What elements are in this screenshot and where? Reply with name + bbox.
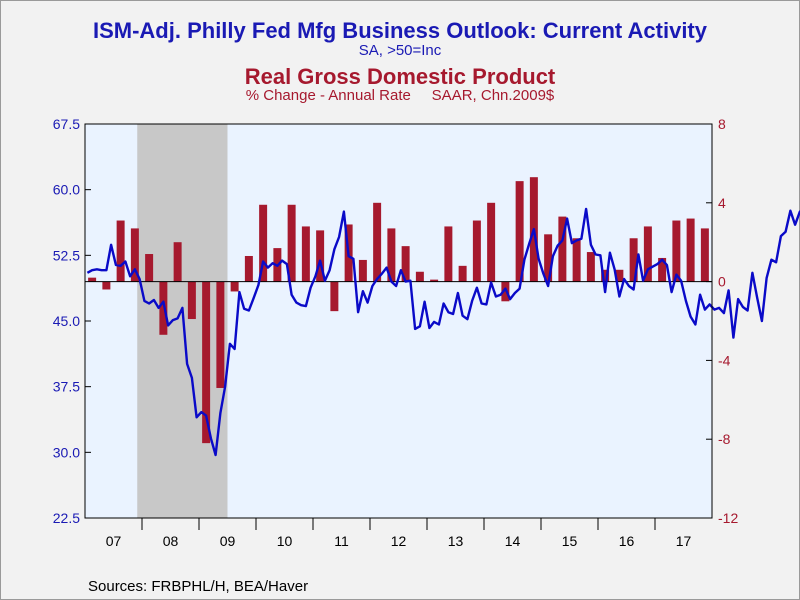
chart-title-secondary: Real Gross Domestic Product — [244, 64, 556, 89]
bar — [301, 226, 310, 282]
x-tick-label: 11 — [334, 533, 349, 549]
x-axis: 07 08 09 10 11 12 13 14 15 16 17 — [106, 518, 692, 549]
bar — [88, 277, 97, 282]
right-tick-label: -4 — [718, 352, 731, 368]
right-tick-label: -12 — [718, 510, 738, 526]
chart-subtitle-secondary: % Change - Annual Rate SAAR, Chn.2009$ — [245, 87, 555, 104]
right-tick-label: 8 — [718, 116, 726, 132]
bar — [700, 228, 709, 282]
left-tick-label: 45.0 — [53, 313, 80, 329]
right-tick-label: 4 — [718, 195, 726, 211]
left-tick-label: 52.5 — [53, 247, 80, 263]
bar — [472, 220, 481, 282]
bar — [373, 202, 382, 282]
bar — [116, 220, 125, 282]
x-tick-label: 15 — [562, 533, 578, 549]
chart-title: ISM-Adj. Philly Fed Mfg Business Outlook… — [92, 18, 707, 43]
right-tick-label: 0 — [718, 274, 726, 290]
x-tick-label: 10 — [277, 533, 293, 549]
x-tick-label: 12 — [391, 533, 407, 549]
bar — [643, 226, 652, 282]
bar — [230, 281, 239, 292]
left-axis: 22.5 30.0 37.5 45.0 52.5 60.0 67.5 — [53, 116, 91, 526]
bar — [658, 257, 667, 282]
bar — [430, 279, 439, 282]
bar — [130, 228, 139, 282]
bar — [216, 281, 225, 388]
x-tick-label: 13 — [448, 533, 464, 549]
bar — [458, 265, 467, 282]
bar — [586, 252, 595, 282]
bar — [102, 281, 111, 290]
bar — [544, 234, 553, 282]
bar-series — [88, 177, 709, 444]
bar — [487, 202, 496, 282]
chart-subtitle: SA, >50=Inc — [358, 42, 442, 59]
bar — [159, 281, 168, 335]
bar — [415, 271, 424, 282]
right-axis: -12 -8 -4 0 4 8 — [706, 116, 738, 526]
x-tick-label: 17 — [676, 533, 692, 549]
left-tick-label: 37.5 — [53, 379, 80, 395]
source-note: Sources: FRBPHL/H, BEA/Haver — [88, 578, 309, 595]
bar — [672, 220, 681, 282]
bar — [629, 238, 638, 282]
bar — [145, 254, 154, 282]
bar — [572, 238, 581, 282]
bar — [330, 281, 339, 312]
bar — [287, 204, 296, 282]
left-tick-label: 30.0 — [53, 444, 80, 460]
bar — [444, 226, 453, 282]
bar — [244, 255, 253, 282]
left-tick-label: 60.0 — [53, 182, 80, 198]
bar — [601, 269, 610, 282]
bar — [686, 218, 695, 282]
x-tick-label: 07 — [106, 533, 122, 549]
bar — [401, 246, 410, 282]
bar — [173, 242, 182, 282]
x-tick-label: 16 — [619, 533, 635, 549]
bar — [316, 230, 325, 282]
bar — [202, 281, 211, 444]
bar — [515, 181, 524, 282]
bar — [358, 259, 367, 282]
bar — [387, 228, 396, 282]
bar — [558, 216, 567, 282]
bar — [187, 281, 196, 320]
x-tick-label: 08 — [163, 533, 179, 549]
bar — [615, 269, 624, 282]
left-tick-label: 22.5 — [53, 510, 80, 526]
left-tick-label: 67.5 — [53, 116, 80, 132]
x-tick-label: 14 — [505, 533, 521, 549]
line-series — [86, 207, 800, 457]
bar — [259, 204, 268, 282]
right-tick-label: -8 — [718, 431, 731, 447]
x-tick-label: 09 — [220, 533, 236, 549]
